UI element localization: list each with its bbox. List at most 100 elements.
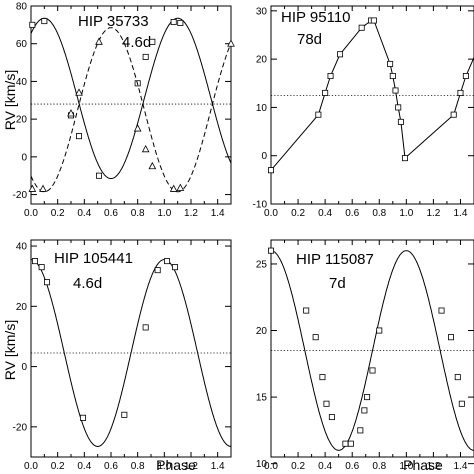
x-tick-label: 1.4	[454, 461, 468, 472]
plot-frame	[30, 239, 232, 458]
rv-point-square	[267, 247, 274, 254]
x-tick-label: 0.8	[131, 208, 145, 219]
x-tick-label: 0.6	[104, 461, 118, 472]
rv-point-triangle	[39, 184, 47, 192]
rv-point-square	[401, 155, 408, 162]
x-tick-label: 0.0	[264, 208, 278, 219]
rv-point-square	[41, 18, 48, 25]
rv-point-square	[170, 19, 177, 26]
panel-hip-105441: HIP 105441 4.6d RV [km/s] Phase 0.0 0.2 0.…	[2, 239, 232, 473]
x-tick-label: 0.0	[24, 208, 38, 219]
rv-point-square	[315, 111, 322, 118]
rv-point-square	[395, 104, 402, 111]
x-tick-label: 0.8	[372, 208, 386, 219]
rv-point-square	[389, 73, 396, 80]
y-tick-label: 10	[256, 459, 268, 470]
rv-point-square	[364, 394, 371, 401]
x-tick-label: 1.0	[399, 461, 413, 472]
rv-curve	[30, 27, 232, 193]
rv-point-triangle	[67, 109, 75, 117]
rv-point-square	[38, 264, 45, 271]
panel-period: 78d	[297, 31, 322, 48]
x-tick-label: 0.6	[345, 208, 359, 219]
rv-point-square	[29, 21, 36, 28]
rv-point-triangle	[75, 88, 83, 96]
rv-point-square	[450, 111, 457, 118]
rv-point-square	[80, 414, 87, 421]
y-axis-label: RV [km/s]	[2, 70, 18, 130]
rv-point-triangle	[227, 39, 235, 47]
rv-point-square	[142, 324, 149, 331]
rv-point-square	[438, 307, 445, 314]
y-tick-label: 20	[256, 55, 268, 66]
rv-point-square	[323, 400, 330, 407]
x-axis-label: Phase	[156, 457, 196, 473]
rv-point-square	[322, 89, 329, 96]
x-tick-label: 1.0	[157, 461, 171, 472]
x-tick-label: 0.4	[77, 461, 91, 472]
panel-hip-95110: HIP 95110 78d 0.0 0.2 0.4 0.6 0.8 1.0 1.2 1.4 -1…	[253, 5, 474, 219]
rv-point-square	[447, 334, 454, 341]
rv-point-square	[392, 87, 399, 94]
rv-point-triangle	[133, 124, 142, 132]
x-tick-label: 1.0	[399, 208, 413, 219]
rv-point-square	[121, 411, 128, 418]
rv-point-square	[171, 264, 178, 271]
rv-point-square	[44, 279, 51, 286]
y-tick-label: 20	[16, 302, 28, 313]
y-axis-label: RV [km/s]	[2, 320, 18, 380]
x-tick-label: 0.8	[131, 461, 145, 472]
y-tick-label: 10	[256, 103, 268, 114]
panel-title: HIP 115087	[296, 251, 374, 268]
rv-point-square	[96, 172, 103, 179]
y-tick-label: -20	[13, 190, 28, 201]
rv-point-square	[32, 258, 39, 265]
panel-hip-115087: HIP 115087 7d Phase 0.0 0.2 0.4 0.6 0.8 1.0 1.…	[256, 239, 474, 473]
x-tick-label: 1.2	[184, 461, 198, 472]
rv-point-square	[387, 60, 394, 67]
y-tick-label: 40	[16, 242, 28, 253]
rv-point-square	[163, 258, 170, 265]
y-tick-label: 80	[16, 2, 28, 13]
rv-point-square	[397, 118, 404, 125]
y-tick-label: 0	[21, 362, 27, 373]
x-tick-label: 0.4	[318, 208, 332, 219]
y-tick-label: -10	[253, 200, 268, 211]
rv-point-square	[76, 133, 83, 140]
y-tick-label: 60	[16, 39, 28, 50]
rv-point-square	[327, 73, 334, 80]
rv-point-square	[267, 167, 274, 174]
rv-point-square	[347, 440, 354, 447]
x-tick-label: 1.0	[157, 208, 171, 219]
y-tick-label: 40	[16, 77, 28, 88]
y-tick-label: 20	[16, 115, 28, 126]
rv-point-square	[149, 38, 156, 45]
rv-curve	[271, 250, 474, 451]
panel-period: 4.6d	[73, 275, 102, 292]
rv-point-square	[457, 89, 464, 96]
y-tick-label: 0	[261, 151, 267, 162]
panel-hip-35733: HIP 35733 4.6d RV [km/s] 0.0 0.2 0.4 0.6 0.8…	[2, 2, 235, 219]
rv-point-square	[312, 334, 319, 341]
y-tick-label: 25	[256, 259, 268, 270]
x-tick-label: 1.2	[426, 208, 440, 219]
rv-curve	[30, 17, 232, 179]
rv-point-square	[337, 51, 344, 58]
plot-frame	[270, 5, 474, 205]
rv-point-square	[370, 17, 377, 24]
panel-period: 4.6d	[122, 34, 151, 51]
x-tick-label: 1.4	[454, 208, 468, 219]
rv-point-square	[454, 374, 461, 381]
panel-period: 7d	[329, 275, 346, 292]
x-tick-label: 1.2	[426, 461, 440, 472]
y-tick-label: 20	[256, 326, 268, 337]
x-tick-label: 0.4	[77, 208, 91, 219]
x-tick-label: 1.2	[184, 208, 198, 219]
rv-point-square	[303, 307, 310, 314]
y-tick-label: -20	[13, 422, 28, 433]
x-tick-label: 0.8	[372, 461, 386, 472]
panel-title: HIP 105441	[54, 250, 133, 267]
x-tick-label: 0.0	[24, 461, 38, 472]
x-axis-label: Phase	[403, 457, 443, 473]
